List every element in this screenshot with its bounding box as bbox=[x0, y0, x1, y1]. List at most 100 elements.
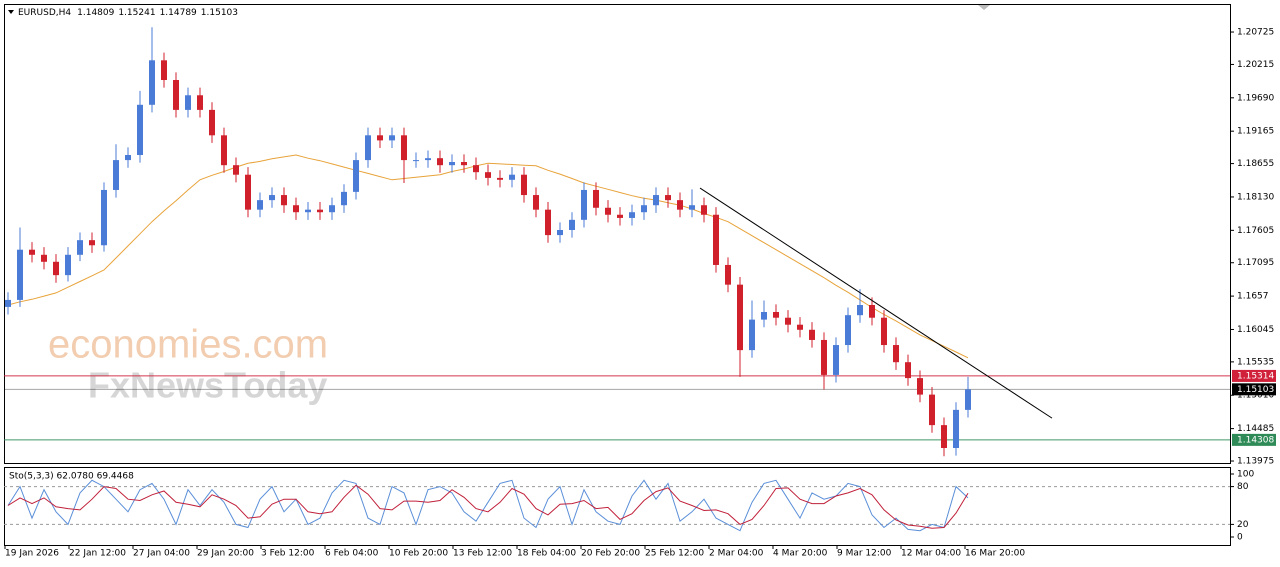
price-label-box bbox=[1232, 369, 1276, 382]
candle-body bbox=[329, 205, 335, 213]
candle-body bbox=[293, 205, 299, 213]
y-tick-label: 1.19165 bbox=[1237, 127, 1274, 137]
x-tick-label: 6 Feb 04:00 bbox=[325, 549, 379, 559]
stoch-tick-label: 0 bbox=[1237, 532, 1243, 542]
candle-body bbox=[365, 135, 371, 161]
x-tick-label: 18 Feb 04:00 bbox=[517, 549, 576, 559]
x-tick-label: 20 Feb 20:00 bbox=[581, 549, 640, 559]
candle-body bbox=[533, 195, 539, 210]
candle-body bbox=[785, 317, 791, 325]
candle-body bbox=[161, 60, 167, 81]
candle-body bbox=[389, 135, 395, 141]
candle-body bbox=[461, 161, 467, 166]
x-tick-label: 3 Feb 12:00 bbox=[261, 549, 315, 559]
candle-body bbox=[545, 209, 551, 236]
quote: 1.14809 bbox=[77, 8, 114, 18]
stoch-tick-label: 80 bbox=[1237, 482, 1249, 492]
x-tick-label: 16 Mar 20:00 bbox=[965, 549, 1025, 559]
moving-average bbox=[7, 154, 969, 359]
candle-body bbox=[749, 319, 755, 351]
candle-body bbox=[221, 135, 227, 166]
watermark: economies.com bbox=[48, 323, 328, 367]
y-tick-label: 1.15010 bbox=[1237, 391, 1274, 401]
y-tick-label: 1.17605 bbox=[1237, 226, 1274, 236]
y-tick-label: 1.20725 bbox=[1237, 28, 1274, 38]
candle-body bbox=[173, 80, 179, 110]
y-tick-label: 1.17095 bbox=[1237, 258, 1274, 268]
candle-body bbox=[413, 160, 419, 162]
candle-body bbox=[605, 207, 611, 215]
candle-body bbox=[185, 95, 191, 110]
trendline bbox=[699, 187, 1053, 419]
candle-body bbox=[569, 219, 575, 231]
candle-body bbox=[941, 425, 947, 449]
candle-body bbox=[125, 155, 131, 161]
x-tick-label: 13 Feb 12:00 bbox=[453, 549, 512, 559]
candle-body bbox=[617, 214, 623, 218]
y-tick-label: 1.1657 bbox=[1237, 292, 1269, 302]
candle-body bbox=[665, 195, 671, 201]
candle-body bbox=[701, 205, 707, 215]
candle-body bbox=[77, 240, 83, 255]
stoch-tick-label: 100 bbox=[1237, 469, 1254, 479]
symbol: EURUSD,H4 bbox=[18, 8, 71, 18]
candle-body bbox=[689, 205, 695, 210]
candle-body bbox=[281, 195, 287, 206]
candle-body bbox=[593, 189, 599, 208]
y-tick-label: 1.15535 bbox=[1237, 357, 1274, 367]
candle-body bbox=[341, 191, 347, 206]
menu-triangle[interactable] bbox=[8, 10, 14, 14]
candle-body bbox=[869, 305, 875, 318]
y-tick-label: 1.18130 bbox=[1237, 192, 1274, 202]
candle-body bbox=[761, 311, 767, 320]
y-tick-label: 1.14485 bbox=[1237, 424, 1274, 434]
candle-body bbox=[137, 104, 143, 156]
x-tick-label: 25 Feb 12:00 bbox=[645, 549, 704, 559]
candle-body bbox=[317, 209, 323, 213]
x-tick-label: 22 Jan 12:00 bbox=[69, 549, 126, 559]
candle-body bbox=[641, 205, 647, 213]
scroll-marker bbox=[978, 5, 990, 10]
candle-body bbox=[257, 200, 263, 210]
candle-body bbox=[797, 324, 803, 330]
y-tick-label: 1.19690 bbox=[1237, 93, 1274, 103]
quote: 1.15103 bbox=[201, 8, 238, 18]
price-label-box bbox=[1232, 383, 1276, 396]
candle-body bbox=[953, 409, 959, 449]
candle-body bbox=[233, 165, 239, 175]
main-frame bbox=[4, 4, 1231, 464]
candle-body bbox=[353, 160, 359, 192]
candle-body bbox=[629, 212, 635, 218]
price-label: 1.14308 bbox=[1237, 435, 1274, 445]
x-tick-label: 9 Mar 12:00 bbox=[837, 549, 892, 559]
watermark: FxNewsToday bbox=[88, 365, 327, 406]
candle-body bbox=[509, 174, 515, 180]
symbol-header: EURUSD,H4 1.14809 1.15241 1.14789 1.15103 bbox=[18, 8, 238, 18]
candle-body bbox=[497, 177, 503, 180]
candle-body bbox=[737, 284, 743, 351]
y-tick-label: 1.13975 bbox=[1237, 457, 1274, 467]
indicator-frame bbox=[4, 467, 1231, 546]
candle-body bbox=[929, 394, 935, 426]
candle-body bbox=[305, 209, 311, 213]
y-tick-label: 1.18655 bbox=[1237, 159, 1274, 169]
candle-body bbox=[857, 305, 863, 316]
candle-body bbox=[377, 135, 383, 141]
candle-body bbox=[965, 389, 971, 410]
x-tick-label: 2 Mar 04:00 bbox=[709, 549, 764, 559]
price-label: 1.15314 bbox=[1237, 371, 1274, 381]
candle-body bbox=[209, 109, 215, 136]
candle-body bbox=[17, 249, 23, 300]
stoch-line bbox=[7, 479, 969, 532]
candle-body bbox=[53, 261, 59, 276]
candle-body bbox=[773, 311, 779, 318]
candle-body bbox=[881, 317, 887, 346]
candle-body bbox=[113, 160, 119, 190]
candle-body bbox=[677, 200, 683, 210]
indicator-label: Sto(5,3,3) 62.0780 69.4468 bbox=[9, 472, 134, 482]
price-label: 1.15103 bbox=[1237, 385, 1274, 395]
candle-body bbox=[101, 189, 107, 246]
stoch-line bbox=[7, 484, 969, 529]
